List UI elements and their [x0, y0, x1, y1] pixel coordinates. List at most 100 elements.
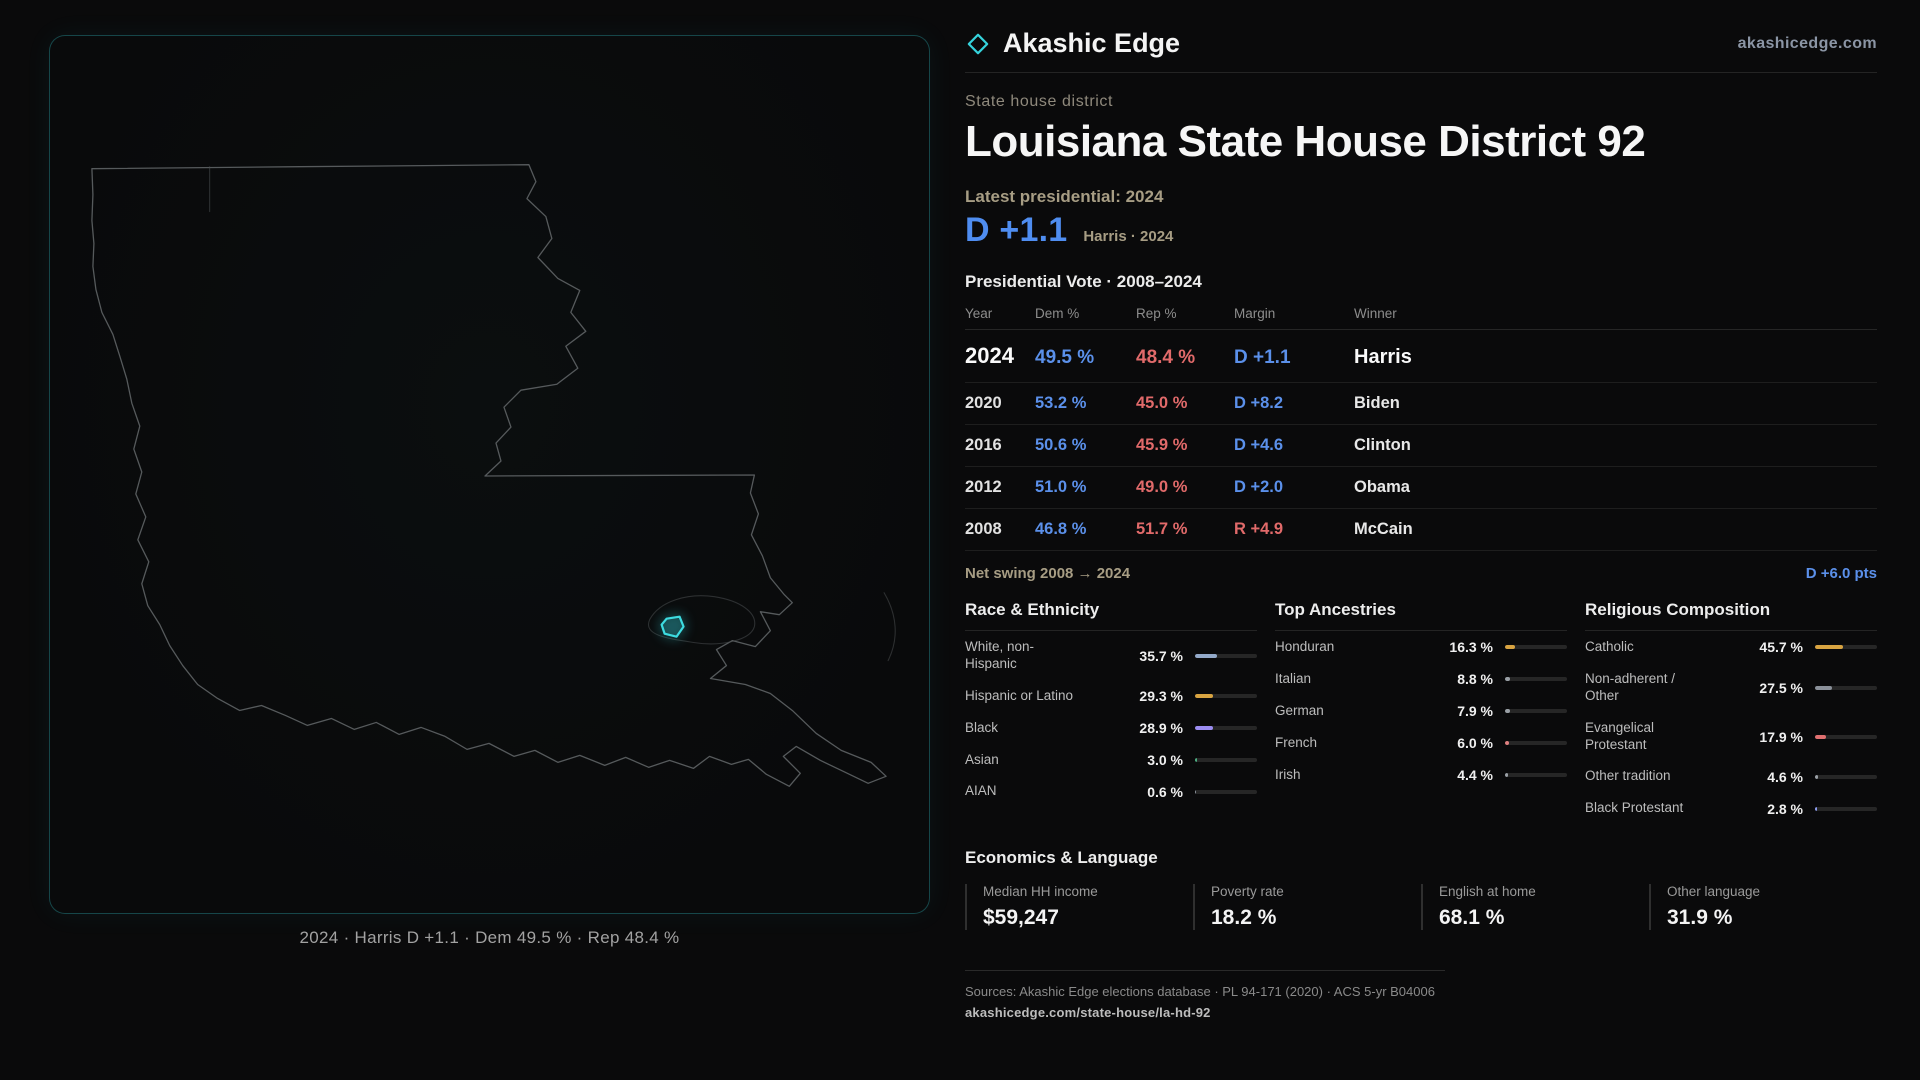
- cell-year: 2016: [965, 436, 1002, 454]
- stat-english-at-home: English at home 68.1 %: [1421, 884, 1649, 931]
- cell-margin: R +4.9: [1234, 520, 1284, 538]
- site-link[interactable]: akashicedge.com: [1737, 34, 1877, 52]
- demo-bar-fill: [1505, 741, 1509, 746]
- demo-label: Other tradition: [1585, 768, 1671, 784]
- demo-bar-track: [1815, 685, 1877, 690]
- demo-value: 2.8 %: [1767, 800, 1803, 817]
- demo-label: Asian: [965, 751, 999, 767]
- cell-dem: 46.8 %: [1035, 520, 1087, 538]
- demo-row: Irish 4.4 %: [1275, 759, 1567, 791]
- net-swing-label: Net swing 2008 → 2024: [965, 565, 1131, 582]
- cell-margin: D +1.1: [1234, 347, 1291, 368]
- cell-rep: 51.7 %: [1136, 520, 1188, 538]
- demo-label: French: [1275, 734, 1318, 750]
- demo-row: Non-adherent / Other 27.5 %: [1585, 663, 1877, 712]
- demo-value: 35.7 %: [1139, 647, 1183, 664]
- demo-row: Hispanic or Latino 29.3 %: [965, 680, 1257, 712]
- net-swing-value: D +6.0 pts: [1805, 565, 1877, 582]
- demo-label: Evangelical Protestant: [1585, 719, 1655, 752]
- latest-presidential-label: Latest presidential: 2024: [965, 187, 1164, 206]
- demo-bar-fill: [1815, 734, 1827, 739]
- demo-value: 4.4 %: [1457, 766, 1493, 783]
- demo-bar-track: [1815, 734, 1877, 739]
- demo-label: Italian: [1275, 670, 1312, 686]
- demo-value: 45.7 %: [1759, 639, 1803, 656]
- top-ancestries-section: Top Ancestries Honduran 16.3 % Italian 8…: [1275, 600, 1567, 824]
- section-title: Religious Composition: [1585, 600, 1877, 631]
- demo-label: Hispanic or Latino: [965, 687, 1074, 703]
- demo-bar-fill: [1505, 709, 1510, 714]
- cell-rep: 45.0 %: [1136, 394, 1188, 412]
- demo-value: 0.6 %: [1147, 783, 1183, 800]
- table-row-2012: 2012 51.0 % 49.0 % D +2.0 Obama: [965, 467, 1877, 509]
- stat-value: 68.1 %: [1439, 906, 1505, 930]
- demo-bar-fill: [1505, 645, 1516, 650]
- cell-dem: 53.2 %: [1035, 394, 1087, 412]
- diamond-logo-icon: [967, 33, 989, 54]
- demo-bar-fill: [1815, 685, 1833, 690]
- demo-value: 3.0 %: [1147, 751, 1183, 768]
- demo-row: Catholic 45.7 %: [1585, 631, 1877, 663]
- stat-other-language: Other language 31.9 %: [1649, 884, 1877, 931]
- section-title: Top Ancestries: [1275, 600, 1567, 631]
- demo-bar-fill: [1815, 806, 1817, 811]
- col-margin: Margin: [1234, 306, 1276, 321]
- demo-bar-track: [1195, 757, 1257, 762]
- demo-bar-track: [1505, 645, 1567, 650]
- demo-label: Non-adherent / Other: [1585, 670, 1676, 703]
- demo-row: French 6.0 %: [1275, 727, 1567, 759]
- demo-value: 17.9 %: [1759, 728, 1803, 745]
- map-caption: 2024 · Harris D +1.1 · Dem 49.5 % · Rep …: [299, 928, 680, 947]
- demo-row: Other tradition 4.6 %: [1585, 760, 1877, 792]
- stat-label: Median HH income: [983, 884, 1098, 900]
- cell-margin: D +8.2: [1234, 394, 1284, 412]
- demo-bar-fill: [1195, 694, 1214, 699]
- demo-bar-fill: [1815, 774, 1818, 779]
- cell-year: 2008: [965, 520, 1002, 538]
- cell-year: 2020: [965, 394, 1002, 412]
- demo-bar-fill: [1505, 772, 1508, 777]
- demo-row: German 7.9 %: [1275, 695, 1567, 727]
- demo-value: 29.3 %: [1139, 688, 1183, 705]
- cell-dem: 49.5 %: [1035, 347, 1095, 368]
- race-ethnicity-section: Race & Ethnicity White, non-Hispanic 35.…: [965, 600, 1257, 824]
- demo-row: Black Protestant 2.8 %: [1585, 792, 1877, 824]
- demo-bar-track: [1815, 774, 1877, 779]
- brand-name: Akashic Edge: [1003, 28, 1181, 58]
- demo-row: White, non-Hispanic 35.7 %: [965, 631, 1257, 680]
- demo-bar-track: [1505, 709, 1567, 714]
- demo-bar-track: [1195, 694, 1257, 699]
- kicker-label: State house district: [965, 93, 1114, 110]
- lake-pontchartrain-outline: [647, 595, 756, 645]
- demo-bar-track: [1195, 789, 1257, 794]
- net-swing-row: Net swing 2008 → 2024 D +6.0 pts: [965, 565, 1877, 582]
- cell-dem: 50.6 %: [1035, 436, 1087, 454]
- table-row-2016: 2016 50.6 % 45.9 % D +4.6 Clinton: [965, 425, 1877, 467]
- demo-bar-track: [1815, 645, 1877, 650]
- economics-title: Economics & Language: [965, 848, 1158, 868]
- table-row-2020: 2020 53.2 % 45.0 % D +8.2 Biden: [965, 383, 1877, 425]
- economics-stats: Median HH income $59,247 Poverty rate 18…: [965, 884, 1877, 931]
- demo-label: Honduran: [1275, 639, 1335, 654]
- barrier-islands-arc: [883, 592, 896, 662]
- demo-value: 28.9 %: [1139, 720, 1183, 737]
- col-rep: Rep %: [1136, 306, 1177, 321]
- cell-winner: Clinton: [1354, 436, 1411, 454]
- demo-label: Irish: [1275, 766, 1301, 782]
- cell-winner: Harris: [1354, 346, 1412, 368]
- brand: Akashic Edge: [965, 28, 1180, 59]
- footer-divider: [965, 970, 1445, 972]
- headline-margin-value: D +1.1: [965, 211, 1068, 249]
- demo-value: 16.3 %: [1449, 639, 1493, 656]
- demo-bar-track: [1505, 677, 1567, 682]
- district-92-shape[interactable]: [660, 615, 685, 638]
- col-dem: Dem %: [1035, 306, 1080, 321]
- demo-value: 7.9 %: [1457, 703, 1493, 720]
- cell-margin: D +2.0: [1234, 478, 1284, 496]
- demo-row: AIAN 0.6 %: [965, 775, 1257, 807]
- cell-year: 2012: [965, 478, 1002, 496]
- cell-winner: Obama: [1354, 478, 1410, 496]
- footer-url[interactable]: akashicedge.com/state-house/la-hd-92: [965, 1005, 1211, 1021]
- demo-bar-fill: [1195, 757, 1197, 762]
- demo-label: AIAN: [965, 783, 997, 799]
